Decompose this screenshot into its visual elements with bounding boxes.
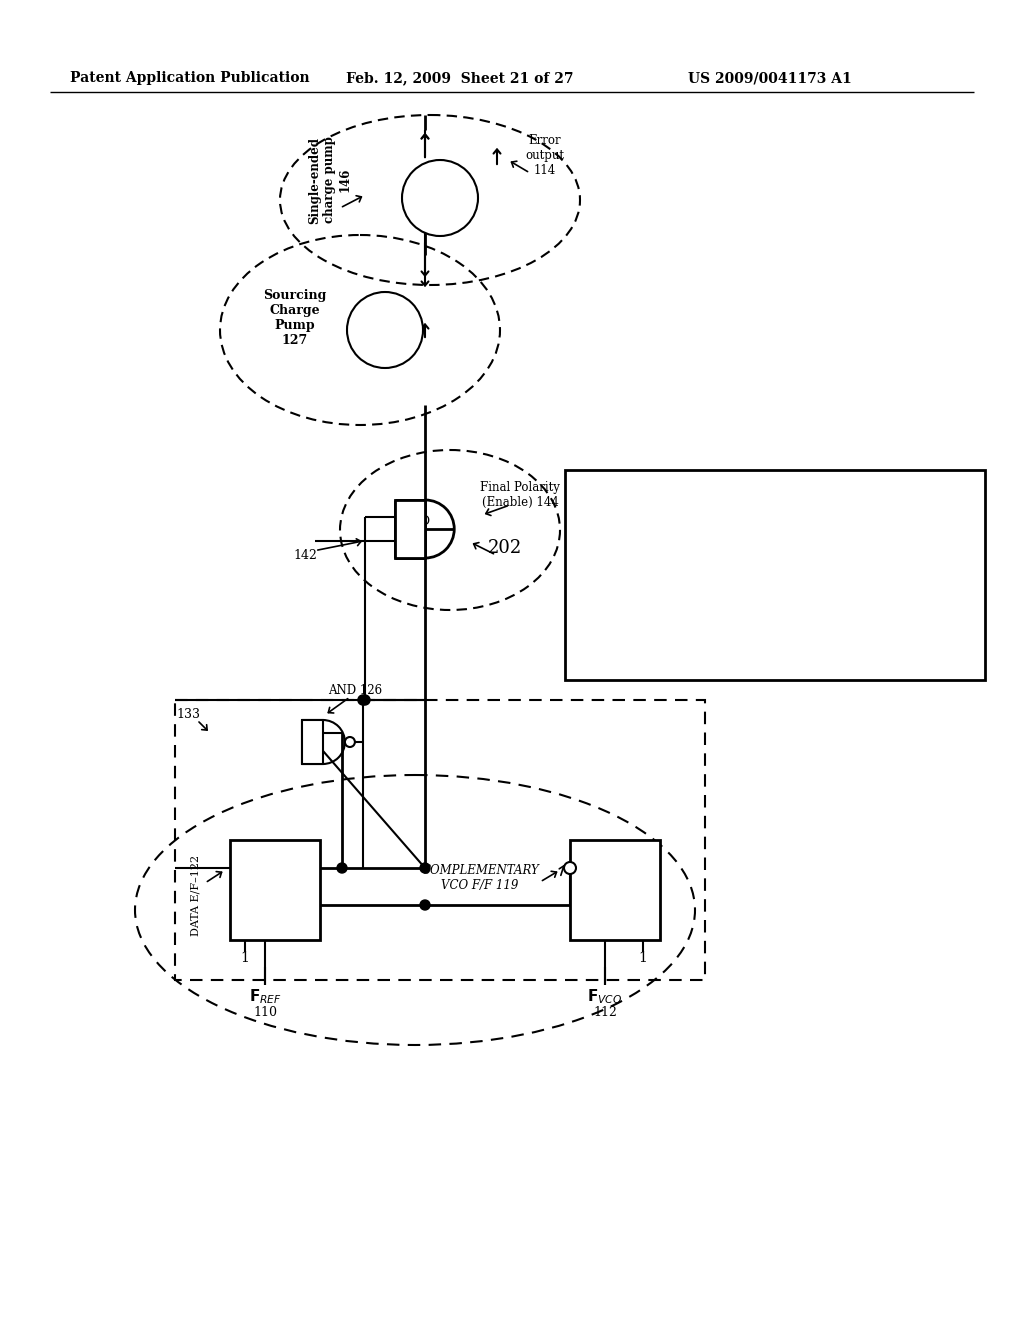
Bar [395,500,425,558]
Circle shape [358,696,368,705]
Text: AND
141: AND 141 [400,515,430,543]
Text: AND 126: AND 126 [328,684,382,697]
Bar [230,840,319,940]
Bar [175,700,705,979]
Circle shape [564,862,575,874]
Bar [570,840,660,940]
Text: Feb. 12, 2009  Sheet 21 of 27: Feb. 12, 2009 Sheet 21 of 27 [346,71,573,84]
Text: Sourcing
Charge
Pump
127: Sourcing Charge Pump 127 [263,289,327,347]
Text: FIGURE 21   The digital arrival-time: FIGURE 21 The digital arrival-time [640,502,909,515]
Circle shape [347,292,423,368]
Text: 1: 1 [241,950,250,965]
Circle shape [402,160,478,236]
Text: 133: 133 [176,709,200,722]
Text: 142: 142 [293,549,317,562]
Text: R: R [303,899,312,912]
Text: Final Polarity
(Enable) 144: Final Polarity (Enable) 144 [480,480,560,510]
Text: detector with a dead zone using only a: detector with a dead zone using only a [633,532,918,544]
Text: Single-ended
charge pump
146: Single-ended charge pump 146 [308,136,351,223]
Text: 1: 1 [639,950,647,965]
Text: D: D [580,888,590,902]
Text: first alternate embodiment: first alternate embodiment [675,591,874,605]
Circle shape [360,696,370,705]
Bar [302,719,323,764]
Circle shape [420,863,430,873]
Text: 112: 112 [593,1006,616,1019]
Text: sourcing charge pump output as the: sourcing charge pump output as the [641,561,909,574]
Text: VCO F/F 119: VCO F/F 119 [441,879,519,891]
Circle shape [337,863,347,873]
Circle shape [345,737,355,747]
Text: R: R [581,862,590,874]
Text: Q: Q [297,862,307,874]
Text: $\mathbf{F}_{VCO}$: $\mathbf{F}_{VCO}$ [588,987,623,1006]
Text: /Q: /Q [617,862,632,874]
Text: 110: 110 [253,1006,278,1019]
Text: DATA E/F–122: DATA E/F–122 [190,854,200,936]
Text: US 2009/0041173 A1: US 2009/0041173 A1 [688,71,852,84]
Text: CLK: CLK [262,899,288,912]
Text: 202: 202 [487,539,522,557]
Text: COMPLEMENTARY: COMPLEMENTARY [421,863,539,876]
Bar [565,470,985,680]
Text: Error
output
114: Error output 114 [525,133,564,177]
Text: D: D [243,862,253,874]
Text: $\mathbf{F}_{REF}$: $\mathbf{F}_{REF}$ [249,987,282,1006]
Circle shape [420,900,430,909]
Text: CLK: CLK [637,892,649,917]
Text: Patent Application Publication: Patent Application Publication [71,71,310,84]
